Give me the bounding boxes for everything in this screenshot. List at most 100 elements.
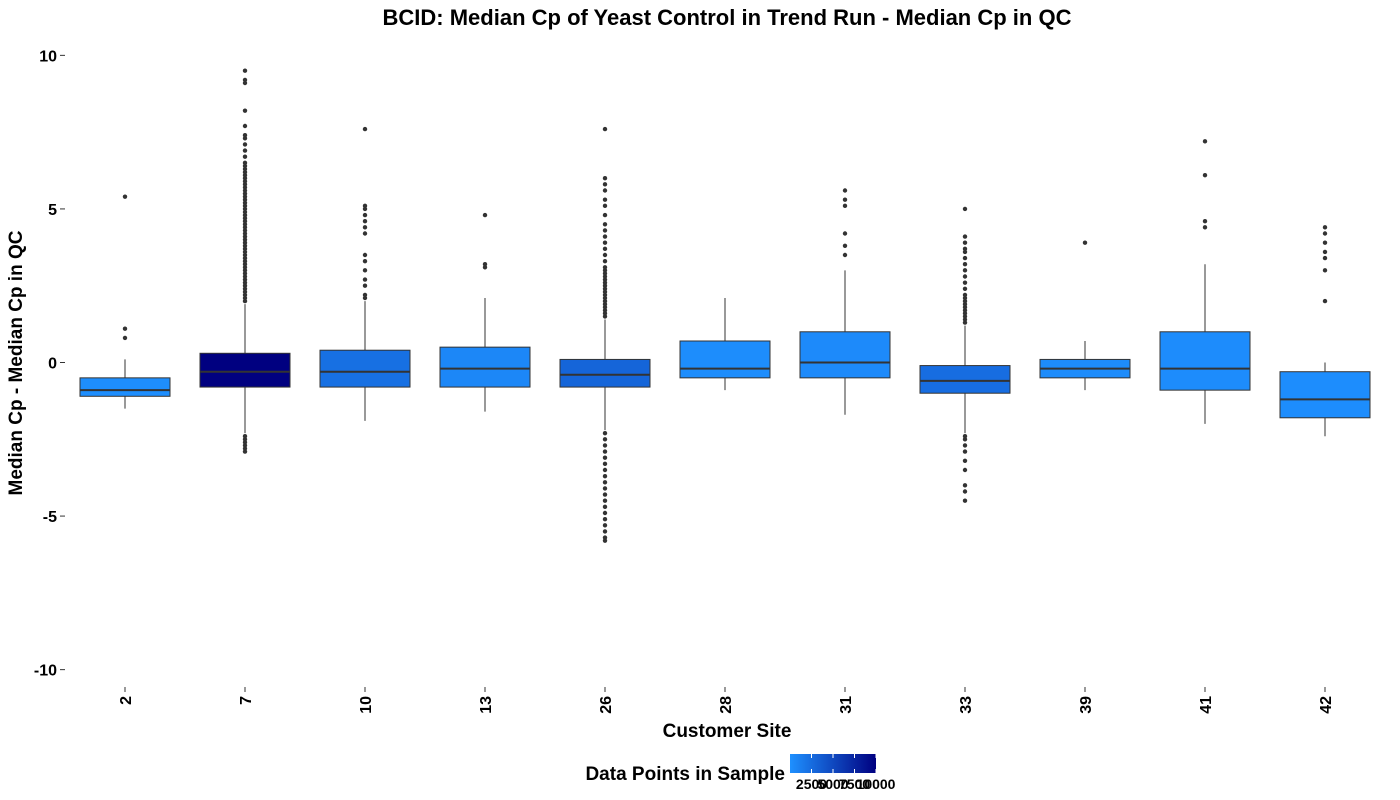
outlier-point [962, 234, 968, 239]
outlier-point [362, 203, 368, 209]
outlier-point [602, 182, 608, 187]
outlier-point [362, 295, 368, 301]
box-site-10 [319, 126, 411, 421]
outlier-point [242, 277, 248, 282]
outlier-point [962, 298, 968, 304]
outlier-point [362, 206, 368, 212]
outlier-point [242, 437, 248, 442]
outlier-point [242, 215, 248, 221]
outlier-point [602, 443, 608, 448]
outlier-point [242, 133, 248, 138]
outlier-point [962, 262, 968, 267]
outlier-point [602, 480, 608, 485]
outlier-point [242, 228, 248, 233]
legend-tick-label: 10000 [857, 776, 896, 792]
outlier-point [602, 523, 608, 528]
outlier-point [242, 160, 248, 166]
outlier-point [602, 529, 608, 534]
x-axis-title: Customer Site [663, 721, 792, 742]
outlier-point [1202, 172, 1208, 178]
outlier-point [962, 286, 968, 291]
outlier-point [362, 292, 368, 298]
outlier-point [242, 283, 248, 288]
outlier-point [242, 240, 248, 245]
outlier-point [602, 292, 608, 298]
outlier-point [242, 446, 248, 451]
outlier-point [962, 498, 968, 503]
y-axis: -10 -5 0 5 10 [34, 48, 65, 680]
box-iqr [1159, 331, 1251, 391]
outlier-point [842, 203, 848, 209]
x-tick-label: 39 [1078, 696, 1095, 714]
outlier-point [962, 274, 968, 279]
outlier-point [1322, 255, 1328, 261]
box-site-2 [79, 194, 171, 409]
outlier-point [602, 240, 608, 245]
y-tick-label: -10 [34, 663, 57, 680]
outlier-point [602, 449, 608, 454]
outlier-point [602, 222, 608, 227]
outlier-point [242, 449, 248, 454]
outlier-point [482, 212, 488, 218]
outlier-point [602, 314, 608, 319]
outlier-point [362, 283, 368, 288]
outlier-point [242, 268, 248, 273]
outlier-point [242, 68, 248, 73]
outlier-point [602, 188, 608, 193]
outlier-point [842, 188, 848, 193]
outlier-point [242, 163, 248, 169]
outlier-point [602, 301, 608, 307]
x-tick-label: 31 [838, 696, 855, 714]
outlier-point [242, 166, 248, 172]
outlier-point [602, 197, 608, 202]
legend-color-bar [790, 754, 876, 773]
outlier-point [602, 298, 608, 304]
outlier-point [242, 203, 248, 209]
outlier-point [242, 252, 248, 258]
x-axis: 2 7 10 13 26 28 31 33 39 41 42 [118, 687, 1335, 714]
outlier-point [602, 283, 608, 288]
outlier-point [1082, 240, 1088, 245]
outlier-point [602, 274, 608, 279]
outlier-point [602, 286, 608, 291]
outlier-point [242, 194, 248, 199]
outlier-point [962, 449, 968, 454]
outlier-point [242, 176, 248, 181]
box-site-7 [199, 68, 291, 454]
box-iqr [439, 346, 531, 388]
outlier-point [242, 265, 248, 270]
outlier-point [602, 246, 608, 252]
outlier-point [602, 295, 608, 301]
outlier-point [602, 455, 608, 460]
outlier-point [242, 443, 248, 448]
outlier-point [242, 182, 248, 187]
box-iqr [919, 365, 1011, 394]
outlier-point [242, 212, 248, 218]
outlier-point [1202, 139, 1208, 144]
outlier-point [602, 271, 608, 276]
outlier-point [1322, 268, 1328, 273]
outlier-point [602, 467, 608, 473]
outlier-point [242, 169, 248, 175]
box-iqr [79, 377, 171, 397]
outlier-point [122, 335, 128, 341]
outlier-point [962, 308, 968, 313]
outlier-point [602, 252, 608, 258]
y-tick-label: 5 [48, 202, 57, 219]
outlier-point [602, 461, 608, 467]
outlier-point [602, 234, 608, 239]
box-iqr [319, 349, 411, 388]
y-tick-label: 10 [39, 48, 57, 65]
outlier-point [962, 295, 968, 301]
box-site-26 [559, 126, 651, 543]
outlier-point [362, 225, 368, 230]
outlier-point [962, 206, 968, 212]
outlier-point [602, 277, 608, 282]
outlier-point [362, 258, 368, 264]
outlier-point [842, 197, 848, 202]
x-tick-label: 42 [1318, 696, 1335, 714]
outlier-point [362, 212, 368, 218]
outlier-point [602, 486, 608, 491]
